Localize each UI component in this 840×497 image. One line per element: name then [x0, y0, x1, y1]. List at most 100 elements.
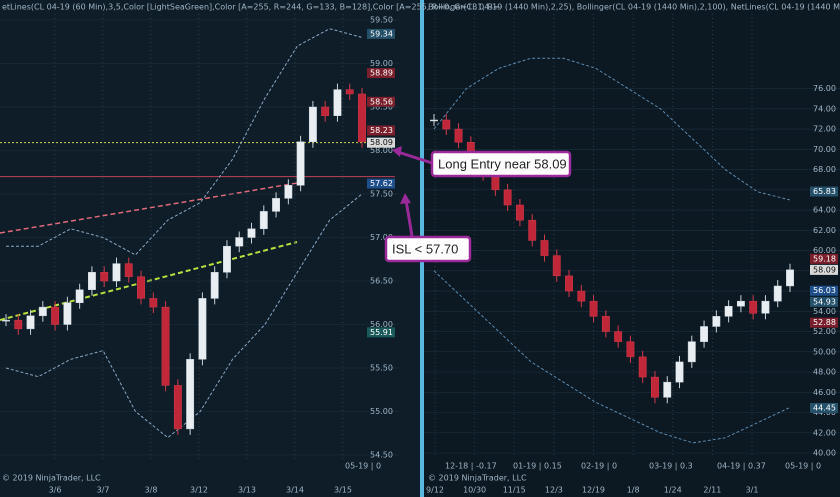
candle: [345, 89, 354, 95]
bollinger-band: [433, 270, 791, 444]
candle: [651, 376, 659, 398]
y-tick-label: 58.50: [370, 103, 393, 112]
y-tick-label: 42.00: [813, 428, 836, 437]
x-tick-label: 3/15: [334, 486, 352, 495]
copyright: © 2019 NinjaTrader, LLC: [2, 474, 101, 483]
y-tick-label: 48.00: [813, 368, 836, 377]
candle: [358, 93, 366, 143]
y-tick-label: 52.00: [813, 327, 836, 336]
y-tick-label: 46.00: [813, 388, 836, 397]
candle: [272, 198, 281, 212]
x-tick-label: 9/12: [426, 486, 444, 495]
price-box: [367, 96, 395, 107]
price-box: [367, 68, 395, 79]
left-panel: [0, 0, 420, 497]
y-tick-label: 55.00: [370, 407, 393, 416]
y-tick-label: 62.00: [813, 226, 836, 235]
price-label: 57.62: [370, 179, 393, 188]
candle: [589, 300, 598, 317]
candle: [442, 119, 451, 130]
arrow: [397, 150, 433, 165]
candle: [454, 128, 463, 143]
y-tick-label: 68.00: [813, 165, 836, 174]
candle: [38, 306, 47, 317]
candle: [724, 305, 733, 317]
candle: [2, 319, 10, 322]
session-label: 03-19 | 0.3: [649, 462, 693, 471]
header: Bollinger(CL 04-19 (1440 Min),2,25), Bol…: [428, 3, 840, 12]
annotations: Long Entry near 58.09 ISL < 57.70: [384, 146, 572, 263]
x-tick-label: 3/6: [49, 486, 62, 495]
candle: [333, 89, 342, 116]
candle: [749, 300, 758, 314]
candle: [284, 185, 293, 199]
candle: [577, 290, 586, 302]
candle: [687, 341, 696, 363]
y-tick-label: 56.00: [370, 320, 393, 329]
candle: [63, 302, 72, 325]
price-label: 58.56: [370, 97, 393, 106]
price-box: [810, 296, 838, 307]
candle: [528, 219, 537, 241]
candle: [308, 106, 317, 143]
price-label: 58.89: [370, 69, 393, 78]
candle: [173, 385, 182, 430]
arrow-head: [400, 193, 411, 204]
y-tick-label: 74.00: [813, 104, 836, 113]
price-box: [367, 137, 395, 148]
candle: [161, 306, 170, 386]
candle: [51, 306, 60, 325]
price-box: [810, 317, 838, 328]
candle: [773, 285, 782, 302]
bollinger-band: [6, 28, 363, 256]
y-tick-label: 57.50: [370, 190, 393, 199]
candle: [638, 356, 647, 378]
x-tick-label: 10/30: [463, 486, 486, 495]
candle: [137, 276, 145, 299]
bollinger-band: [5, 193, 363, 439]
candle: [223, 245, 231, 273]
price-box: [810, 186, 838, 197]
candle: [235, 237, 244, 247]
candle: [259, 211, 268, 230]
x-tick-label: 3/13: [238, 486, 256, 495]
y-tick-label: 58.00: [370, 146, 393, 155]
y-tick-label: 57.00: [370, 233, 393, 242]
x-tick-label: 11/15: [503, 486, 526, 495]
candle: [565, 275, 573, 292]
candle: [552, 255, 561, 277]
price-label: 54.93: [813, 297, 836, 306]
candle: [112, 263, 121, 282]
price-label: 52.88: [813, 318, 836, 327]
candle: [198, 298, 207, 360]
candle: [786, 269, 794, 287]
price-label: 58.23: [370, 126, 393, 135]
session-label: 02-19 | 0: [581, 462, 617, 471]
session-label: 05-19 | 0: [345, 462, 381, 471]
price-label: 58.09: [370, 138, 393, 147]
price-box: [810, 402, 838, 413]
y-tick-label: 59.50: [370, 16, 393, 25]
x-tick-label: 12/19: [582, 486, 605, 495]
arrow-head: [392, 146, 402, 157]
candle: [210, 272, 219, 299]
candle: [75, 289, 84, 304]
annotation-box: [384, 235, 472, 263]
annotation: ISL < 57.70: [392, 241, 458, 256]
price-label: 59.18: [813, 254, 836, 263]
candle: [663, 381, 672, 398]
candle: [761, 300, 770, 314]
y-tick-label: 50.00: [813, 347, 836, 356]
candle: [614, 331, 623, 342]
candle: [247, 228, 256, 238]
candle: [736, 300, 745, 307]
price-box: [367, 28, 395, 39]
candle: [712, 316, 721, 327]
candle: [26, 315, 35, 330]
trendline: [0, 182, 298, 234]
price-label: 55.91: [370, 328, 393, 337]
y-tick-label: 40.00: [813, 449, 836, 458]
arrow: [404, 199, 414, 237]
price-box: [367, 178, 395, 189]
